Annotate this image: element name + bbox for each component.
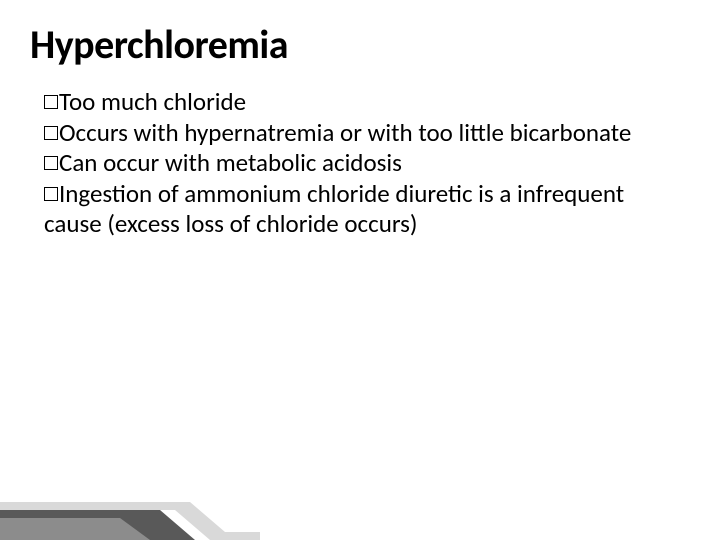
bullet-text: Occurs with hypernatremia or with too li… [59, 117, 631, 148]
corner-decor [0, 480, 260, 540]
bullet-text: Ingestion of ammonium chloride diuretic … [44, 178, 624, 240]
decor-stripe-dark [0, 510, 195, 540]
bullet-icon [44, 156, 58, 170]
bullet-icon [44, 187, 58, 201]
bullet-icon [44, 126, 58, 140]
slide-container: Hyperchloremia Too much chloride Occurs … [0, 0, 720, 540]
slide-title: Hyperchloremia [30, 20, 690, 69]
decor-stripe-light [0, 502, 260, 540]
slide-body: Too much chloride Occurs with hypernatre… [30, 87, 690, 240]
bullet-icon [44, 95, 58, 109]
bullet-text: Too much chloride [59, 86, 246, 117]
decor-stripe-mid [0, 518, 150, 540]
bullet-text: Can occur with metabolic acidosis [59, 147, 402, 178]
